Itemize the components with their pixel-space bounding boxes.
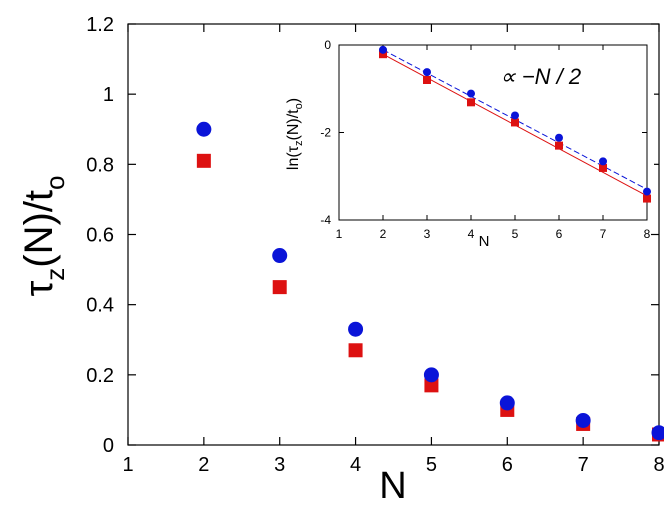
x-tick-label: 7 [578,454,589,476]
data-point-square [423,76,431,84]
y-tick-label: -4 [320,213,331,227]
x-tick-label: 5 [512,227,519,241]
x-tick-label: 2 [380,227,387,241]
inset-annotation: ∝ −N / 2 [500,64,581,89]
data-point-circle [379,46,387,54]
x-tick-label: 6 [502,454,513,476]
data-point-circle [348,322,363,337]
data-point-circle [196,122,211,137]
data-point-square [197,154,211,168]
y-tick-label: 1.2 [86,14,114,36]
y-tick-label: -2 [320,126,331,140]
x-tick-label: 1 [122,454,133,476]
x-tick-label: 6 [556,227,563,241]
x-tick-label: 3 [274,454,285,476]
x-tick-label: 7 [600,227,607,241]
data-point-circle [576,413,591,428]
data-point-square [349,343,363,357]
x-tick-label: 8 [644,227,651,241]
data-point-circle [643,188,651,196]
x-tick-label: 8 [653,454,664,476]
inset-x-axis-label: N [479,233,490,250]
y-tick-label: 0.8 [86,154,114,176]
x-tick-label: 2 [198,454,209,476]
y-tick-label: 0.6 [86,225,114,247]
data-point-square [467,98,475,106]
data-point-circle [423,68,431,76]
data-point-square [273,280,287,294]
y-tick-label: 0.4 [86,295,114,317]
y-tick-label: 0.2 [86,365,114,387]
data-point-circle [467,90,475,98]
data-point-circle [555,134,563,142]
x-tick-label: 5 [426,454,437,476]
y-tick-label: 0 [324,38,331,52]
x-tick-label: 4 [468,227,475,241]
data-point-circle [599,157,607,165]
main-y-axis-label: τz(N)/to [17,175,70,296]
y-tick-label: 0 [103,435,114,457]
data-point-square [511,118,519,126]
data-point-circle [272,248,287,263]
inset-background [314,40,654,230]
data-point-circle [424,367,439,382]
x-tick-label: 3 [424,227,431,241]
main-x-axis-label: N [379,465,406,506]
x-tick-label: 4 [350,454,361,476]
data-point-circle [511,111,519,119]
inset-y-axis-label: ln(τz(N)/to) [285,98,305,170]
data-point-square [643,195,651,203]
x-tick-label: 1 [336,227,343,241]
data-point-circle [500,395,515,410]
data-point-square [555,142,563,150]
y-tick-label: 1 [103,84,114,106]
